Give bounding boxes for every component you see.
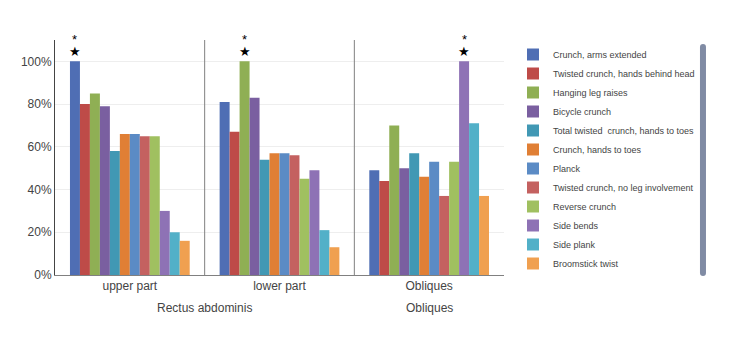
- svg-text:★: ★: [239, 44, 251, 59]
- svg-text:60%: 60%: [28, 140, 52, 154]
- svg-text:0%: 0%: [34, 268, 52, 282]
- svg-text:Obliques: Obliques: [406, 301, 453, 315]
- svg-text:*: *: [462, 32, 467, 47]
- svg-text:20%: 20%: [28, 225, 52, 239]
- svg-text:★: ★: [458, 44, 470, 59]
- svg-text:Obliques: Obliques: [405, 279, 452, 293]
- svg-text:80%: 80%: [28, 97, 52, 111]
- svg-text:Twisted crunch, no leg involve: Twisted crunch, no leg involvement: [553, 183, 694, 193]
- svg-text:Twisted crunch, hands behind h: Twisted crunch, hands behind head: [553, 69, 695, 79]
- svg-text:★: ★: [69, 44, 81, 59]
- svg-text:Planck: Planck: [553, 164, 581, 174]
- svg-text:Broomstick twist: Broomstick twist: [553, 259, 619, 269]
- svg-text:Side plank: Side plank: [553, 240, 596, 250]
- svg-text:*: *: [242, 32, 247, 47]
- svg-text:lower part: lower part: [253, 279, 306, 293]
- svg-text:Crunch, arms extended: Crunch, arms extended: [553, 50, 647, 60]
- svg-text:Rectus abdominis: Rectus abdominis: [157, 301, 252, 315]
- svg-text:Reverse crunch: Reverse crunch: [553, 202, 616, 212]
- svg-text:Total twisted crunch, hands t: Total twisted crunch, hands to toes: [553, 126, 694, 136]
- svg-text:40%: 40%: [28, 183, 52, 197]
- svg-text:*: *: [72, 32, 77, 47]
- svg-text:Hanging leg raises: Hanging leg raises: [553, 88, 628, 98]
- svg-text:Side bends: Side bends: [553, 221, 599, 231]
- svg-text:100%: 100%: [21, 55, 52, 69]
- svg-text:Bicycle crunch: Bicycle crunch: [553, 107, 611, 117]
- svg-text:upper part: upper part: [102, 279, 157, 293]
- svg-text:Crunch, hands to toes: Crunch, hands to toes: [553, 145, 642, 155]
